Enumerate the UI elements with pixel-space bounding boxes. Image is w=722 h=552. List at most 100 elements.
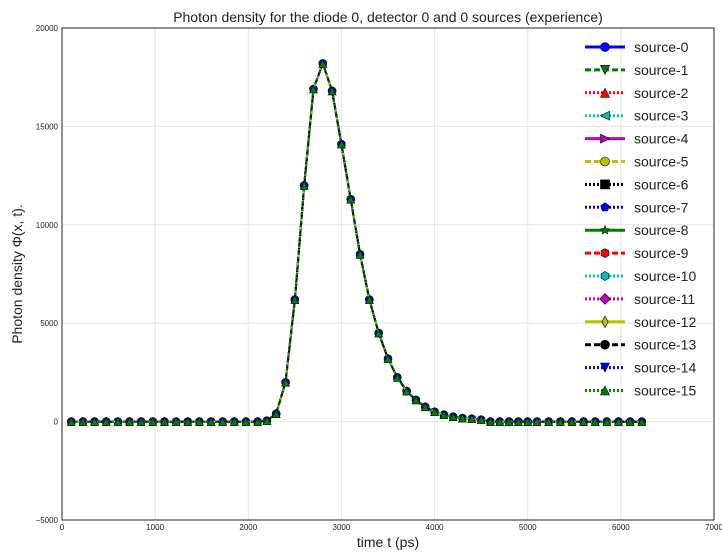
legend: source-0 source-1 source-2 source-3 source-4… xyxy=(585,39,696,399)
legend-entry: source-15 xyxy=(585,383,696,399)
legend-label: source-11 xyxy=(634,291,695,307)
data-point xyxy=(194,416,204,426)
legend-label: source-7 xyxy=(634,199,689,215)
legend-marker xyxy=(600,156,610,167)
legend-label: source-6 xyxy=(634,176,689,192)
legend-entry: source-7 xyxy=(585,199,689,215)
x-tick-label: 4000 xyxy=(426,523,444,532)
y-tick-label: 0 xyxy=(54,418,59,427)
data-point xyxy=(318,58,328,68)
data-point xyxy=(532,416,542,426)
axis-ticks: 0 1000 2000 3000 4000 5000 6000 7000−5000050001… xyxy=(36,24,722,532)
legend-label: source-3 xyxy=(634,108,689,124)
data-point xyxy=(78,416,88,426)
data-point xyxy=(159,416,169,426)
legend-marker xyxy=(600,362,610,373)
legend-marker xyxy=(600,65,610,76)
data-point xyxy=(439,410,449,420)
data-point xyxy=(136,416,146,426)
y-tick-label: −5000 xyxy=(36,516,59,525)
legend-label: source-10 xyxy=(634,268,696,284)
data-point xyxy=(299,180,309,190)
y-tick-label: 5000 xyxy=(40,319,58,328)
data-point xyxy=(374,328,384,338)
data-point xyxy=(402,386,412,396)
data-point xyxy=(383,353,393,363)
legend-entry: source-3 xyxy=(585,108,689,124)
data-point xyxy=(625,416,635,426)
data-point xyxy=(262,415,272,425)
data-point xyxy=(544,416,554,426)
data-point xyxy=(125,416,135,426)
data-point xyxy=(614,416,624,426)
legend-label: source-1 xyxy=(634,62,689,78)
data-point xyxy=(513,416,523,426)
data-point xyxy=(602,416,612,426)
legend-label: source-14 xyxy=(634,360,696,376)
legend-label: source-13 xyxy=(634,337,696,353)
x-tick-label: 0 xyxy=(60,523,65,532)
series-source-15 xyxy=(66,58,647,426)
data-point xyxy=(448,412,458,421)
legend-marker xyxy=(599,224,611,235)
data-point xyxy=(485,416,495,426)
legend-marker xyxy=(600,385,610,396)
legend-label: source-15 xyxy=(634,383,696,399)
data-point xyxy=(66,416,76,426)
legend-entry: source-6 xyxy=(585,176,689,192)
chart-title: Photon density for the diode 0, detector… xyxy=(173,9,603,25)
legend-entry: source-12 xyxy=(585,314,696,330)
data-point xyxy=(467,413,477,423)
legend-entry: source-1 xyxy=(585,62,689,78)
data-point xyxy=(281,377,291,387)
x-tick-label: 3000 xyxy=(333,523,351,532)
data-point xyxy=(218,416,228,426)
data-point xyxy=(327,86,337,96)
legend-marker xyxy=(600,42,610,52)
legend-marker xyxy=(600,339,610,350)
data-point xyxy=(101,416,111,426)
legend-marker xyxy=(600,87,610,98)
legend-entry: source-9 xyxy=(585,245,689,261)
data-point xyxy=(183,416,193,426)
legend-label: source-8 xyxy=(634,222,689,238)
data-point xyxy=(567,416,577,426)
data-point xyxy=(206,416,216,426)
x-tick-label: 1000 xyxy=(146,523,164,532)
x-tick-label: 7000 xyxy=(705,523,722,532)
legend-marker xyxy=(600,133,611,144)
legend-entry: source-0 xyxy=(585,39,689,55)
series-lines xyxy=(66,58,647,426)
data-point xyxy=(504,416,514,426)
data-point xyxy=(90,416,100,426)
data-point xyxy=(346,194,356,204)
data-point xyxy=(523,416,533,426)
legend-marker xyxy=(600,202,610,212)
legend-entry: source-5 xyxy=(585,154,689,170)
legend-entry: source-14 xyxy=(585,360,696,376)
data-point xyxy=(555,416,565,426)
legend-label: source-5 xyxy=(634,154,689,170)
legend-marker xyxy=(600,248,610,258)
data-point xyxy=(113,416,123,426)
y-tick-label: 15000 xyxy=(36,122,59,131)
data-point xyxy=(229,416,239,426)
legend-entry: source-2 xyxy=(585,85,689,101)
data-point xyxy=(590,416,600,426)
data-point xyxy=(430,407,440,417)
legend-entry: source-10 xyxy=(585,268,696,284)
data-point xyxy=(476,414,486,424)
x-tick-label: 5000 xyxy=(519,523,537,532)
data-point xyxy=(355,249,365,259)
y-tick-label: 10000 xyxy=(36,221,59,230)
legend-marker xyxy=(600,271,610,281)
x-tick-label: 6000 xyxy=(612,523,630,532)
legend-marker xyxy=(599,110,610,121)
legend-marker xyxy=(601,315,609,329)
x-tick-label: 2000 xyxy=(239,523,257,532)
data-point xyxy=(495,416,505,426)
data-point xyxy=(336,139,346,149)
data-point xyxy=(241,416,251,426)
plot-frame xyxy=(61,27,715,521)
